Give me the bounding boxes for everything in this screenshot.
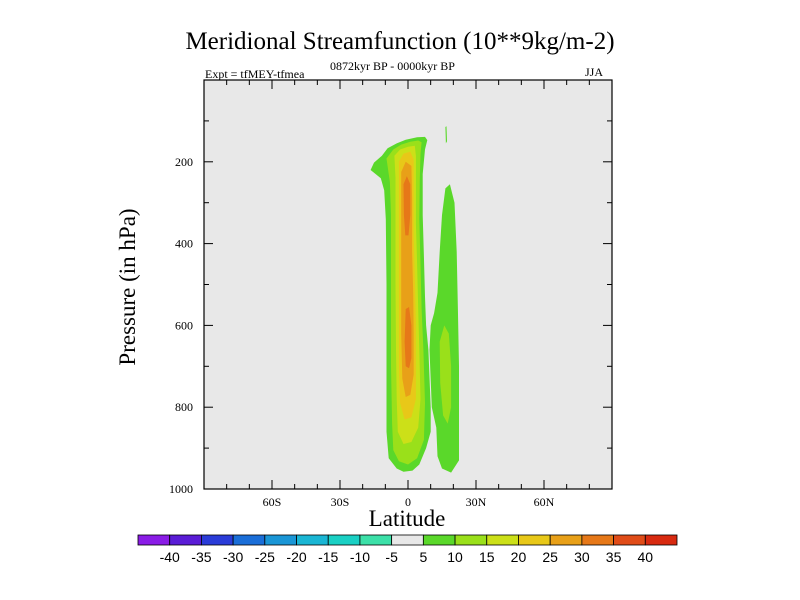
colorbar-swatch [486,534,519,546]
colorbar-swatch [422,534,456,546]
contour-region-positive-30 [403,176,411,236]
contour-region-positive-30-lower [404,307,412,369]
contour-region-east-10 [439,325,452,424]
colorbar-swatch [549,534,583,546]
colorbar-label--10: -10 [350,549,370,565]
colorbar-label-10: 10 [447,549,463,565]
colorbar-label-40: 40 [638,549,654,565]
colorbar-swatch [518,534,551,546]
colorbar-swatch [581,534,614,546]
colorbar-label--30: -30 [223,549,243,565]
colorbar-label-30: 30 [574,549,590,565]
colorbar-swatch [169,534,202,546]
y-tick-label-600: 600 [175,318,193,332]
contour-region-east-sliver-5 [445,126,447,144]
colorbar-swatch [137,534,171,546]
y-tick-label-400: 400 [175,237,193,251]
colorbar-label--25: -25 [255,549,275,565]
experiment-label: Expt = tfMEY-tfmea [205,67,305,81]
x-tick-label-60N: 60N [534,495,555,509]
colorbar-swatch [264,534,297,546]
colorbar-swatch [391,534,424,546]
x-axis-label: Latitude [368,506,446,531]
x-tick-label-60S: 60S [263,495,282,509]
colorbar-swatch [359,534,393,546]
time-range-label: 0872kyr BP - 0000kyr BP [330,59,455,73]
colorbar-label--15: -15 [318,549,338,565]
colorbar-label--5: -5 [385,549,398,565]
colorbar-label-35: 35 [606,549,622,565]
colorbar-swatch [296,534,329,546]
colorbar-label-5: 5 [419,549,427,565]
colorbar-label--20: -20 [286,549,306,565]
colorbar-swatch [613,534,646,546]
colorbar-swatch [201,534,234,546]
colorbar-label--40: -40 [160,549,180,565]
y-tick-label-1000: 1000 [169,482,193,496]
colorbar-swatch [327,534,361,546]
x-tick-label-0: 0 [405,495,411,509]
chart-title: Meridional Streamfunction (10**9kg/m-2) [185,28,615,55]
colorbar-label--35: -35 [191,549,211,565]
colorbar-swatch [644,534,678,546]
colorbar-label-25: 25 [542,549,558,565]
x-tick-label-30N: 30N [466,495,487,509]
colorbar-label-20: 20 [511,549,527,565]
y-tick-label-800: 800 [175,400,193,414]
colorbar-label-15: 15 [479,549,495,565]
season-label: JJA [585,65,604,79]
x-tick-label-30S: 30S [331,495,350,509]
colorbar-swatch [454,534,488,546]
y-tick-label-200: 200 [175,155,193,169]
colorbar-swatch [232,534,266,546]
